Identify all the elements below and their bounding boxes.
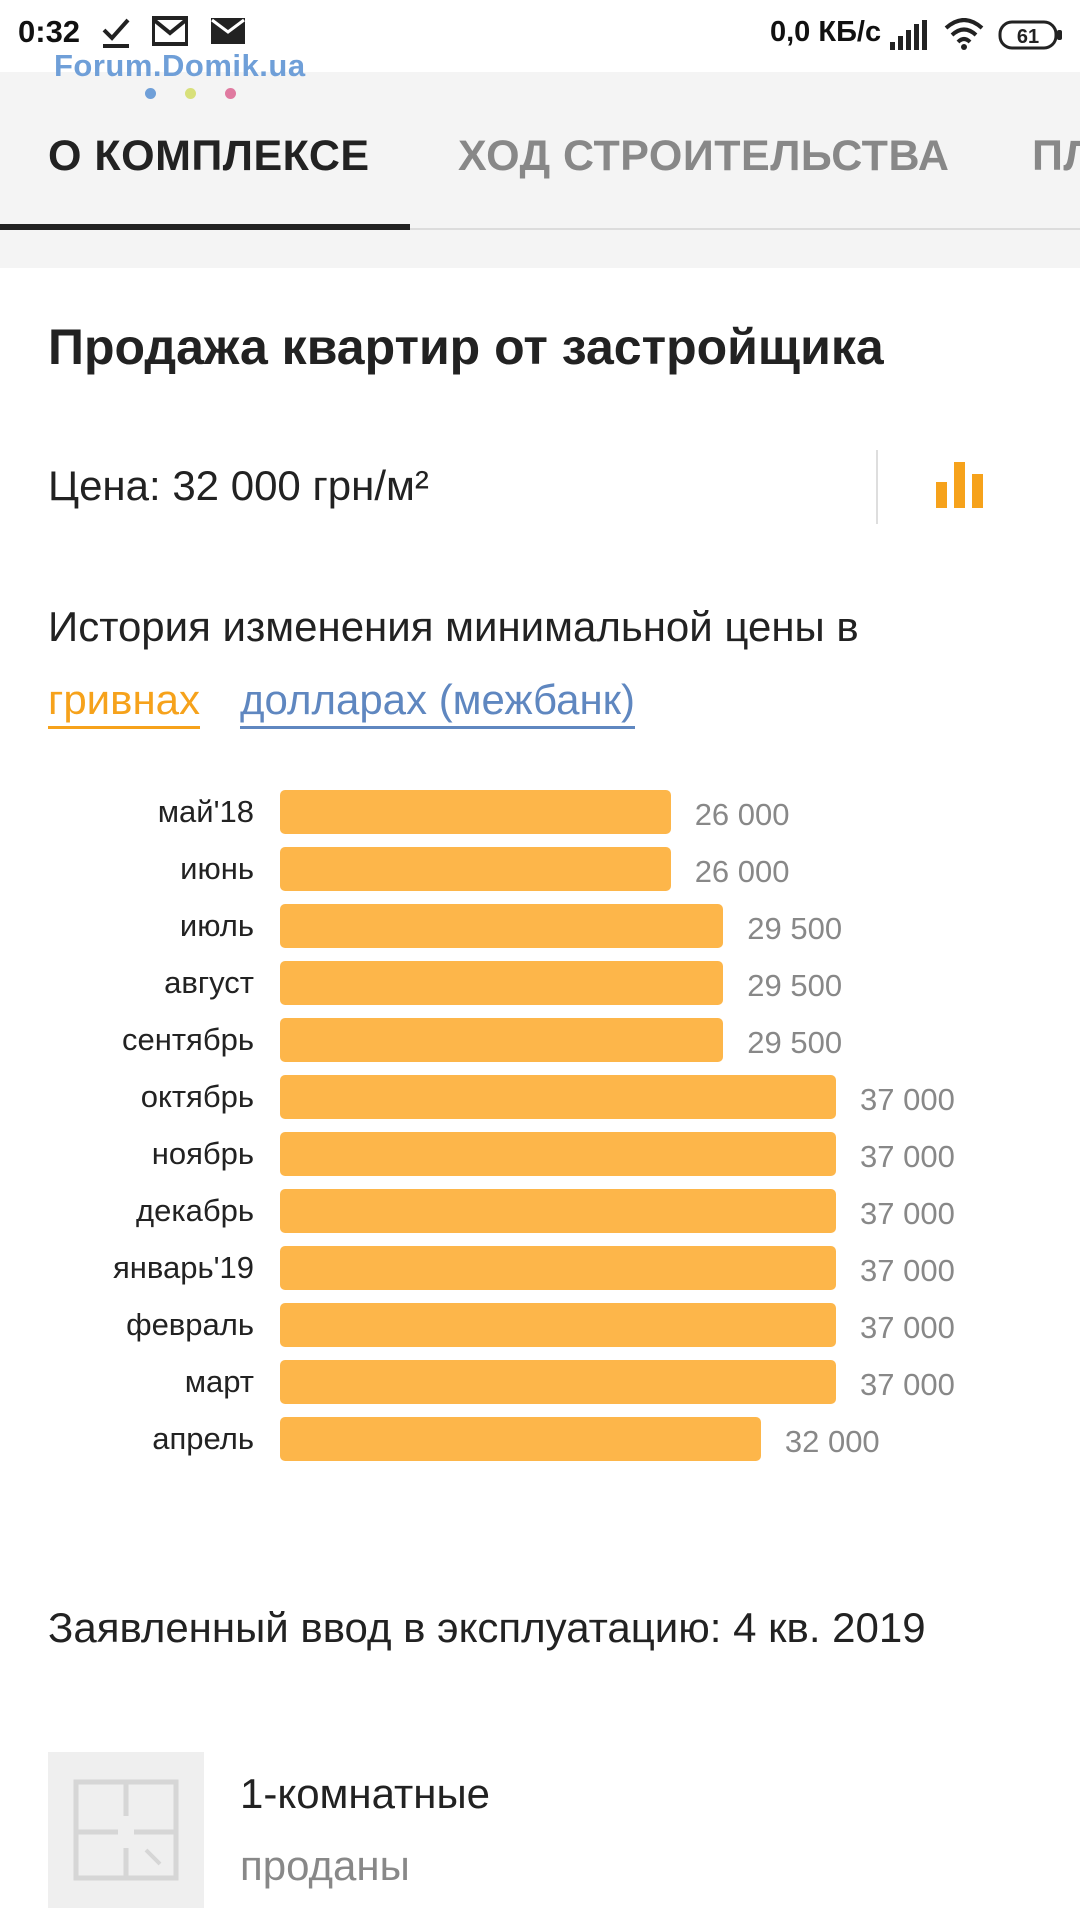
sales-title: Продажа квартир от застройщика — [48, 319, 884, 375]
floorplan-icon[interactable] — [48, 1752, 204, 1908]
tab-divider — [410, 228, 1080, 230]
price-history-caption: История изменения минимальной цены в — [48, 603, 859, 650]
chart-bar — [280, 1303, 836, 1347]
currency-usd-link[interactable]: долларах (межбанк) — [240, 676, 636, 729]
chart-bar — [280, 904, 724, 948]
watermark-logo: Forum.Domik.ua — [54, 48, 306, 83]
bar-value-label: 26 000 — [694, 797, 790, 832]
chart-bar — [280, 961, 724, 1005]
battery-icon: 61 — [998, 20, 1064, 55]
apartment-type[interactable]: 1-комнатные — [240, 1770, 491, 1817]
active-tab-indicator — [0, 224, 410, 230]
mail-icon — [210, 16, 246, 51]
status-bar: 0:32 0,0 КБ/с 61 — [0, 0, 1080, 72]
status-time: 0:32 — [18, 14, 81, 49]
bar-value-label: 29 500 — [747, 1025, 843, 1060]
bar-value-label: 37 000 — [860, 1253, 955, 1288]
bar-category-label: май'18 — [157, 794, 254, 829]
bar-category-label: ноябрь — [151, 1136, 254, 1171]
bar-category-label: март — [184, 1364, 254, 1399]
price-history-chart: май'18 26 000 июнь 26 000 июль 29 500 август 29… — [0, 790, 1080, 1470]
network-speed: 0,0 КБ/с — [770, 16, 882, 48]
bar-category-label: январь'19 — [112, 1250, 254, 1285]
check-icon — [100, 16, 134, 55]
chart-bar — [280, 1132, 836, 1176]
chart-bar — [280, 1075, 836, 1119]
tab-plans[interactable]: ПЛ — [1032, 132, 1080, 180]
bar-value-label: 26 000 — [694, 854, 790, 889]
bar-value-label: 29 500 — [747, 968, 843, 1003]
currency-uah-link[interactable]: гривнах — [48, 676, 201, 729]
gmail-icon — [151, 16, 189, 51]
bar-category-label: февраль — [126, 1307, 254, 1342]
battery-level: 61 — [1017, 26, 1039, 48]
bar-value-label: 37 000 — [860, 1367, 955, 1402]
signal-icon — [890, 20, 928, 55]
chart-bar — [280, 1018, 724, 1062]
chart-bar — [280, 1189, 836, 1233]
chart-bar — [280, 790, 671, 834]
chart-bar — [280, 847, 671, 891]
tab-construction-progress[interactable]: ХОД СТРОИТЕЛЬСТВА — [458, 132, 950, 180]
bar-value-label: 32 000 — [784, 1424, 880, 1459]
chart-bar — [280, 1360, 836, 1404]
price-separator — [876, 450, 878, 524]
commissioning-date: Заявленный ввод в эксплуатацию: 4 кв. 20… — [48, 1604, 926, 1651]
bar-value-label: 37 000 — [860, 1082, 955, 1117]
bar-category-label: декабрь — [136, 1193, 254, 1228]
wifi-icon — [944, 18, 984, 55]
bar-value-label: 37 000 — [860, 1196, 955, 1231]
tab-bar: О КОМПЛЕКСЕ ХОД СТРОИТЕЛЬСТВА ПЛ — [0, 72, 1080, 230]
bar-category-label: август — [164, 965, 254, 1000]
price-text: Цена: 32 000 грн/м² — [48, 462, 429, 509]
bar-value-label: 37 000 — [860, 1139, 955, 1174]
bar-value-label: 37 000 — [860, 1310, 955, 1345]
bar-category-label: сентябрь — [122, 1022, 254, 1057]
chart-bar — [280, 1246, 836, 1290]
bar-category-label: октябрь — [140, 1079, 254, 1114]
bar-category-label: июнь — [180, 851, 254, 886]
chart-bar — [280, 1417, 761, 1461]
bar-category-label: июль — [179, 908, 254, 943]
tab-about[interactable]: О КОМПЛЕКСЕ — [48, 132, 370, 180]
bar-value-label: 29 500 — [747, 911, 843, 946]
section-gap — [0, 230, 1080, 268]
apartment-status: проданы — [240, 1842, 410, 1889]
bar-chart-icon[interactable] — [935, 460, 985, 510]
bar-category-label: апрель — [152, 1421, 254, 1456]
